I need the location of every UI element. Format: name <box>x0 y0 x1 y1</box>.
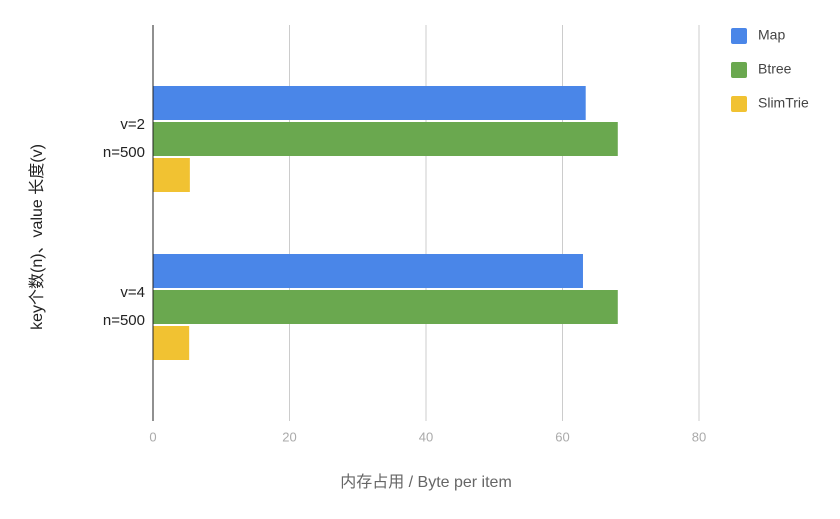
x-tick-label: 60 <box>555 429 569 444</box>
category-line: v=2 <box>120 116 145 133</box>
legend-label: Map <box>758 27 785 43</box>
legend-label: SlimTrie <box>758 95 809 111</box>
bar <box>153 158 190 192</box>
x-axis-title: 内存占用 / Byte per item <box>340 473 512 491</box>
bar <box>153 290 618 324</box>
x-tick-label: 80 <box>692 429 706 444</box>
y-tick-label: v=4 n=500 <box>103 284 145 329</box>
y-tick-label: v=2 n=500 <box>103 116 145 161</box>
bar <box>153 122 618 156</box>
x-tick-label: 20 <box>282 429 296 444</box>
legend-swatch <box>731 28 747 44</box>
legend-label: Btree <box>758 61 792 77</box>
y-axis-title: key个数(n)、value 长度(v) <box>28 144 46 330</box>
legend-swatch <box>731 62 747 78</box>
category-line: n=500 <box>103 144 145 161</box>
category-line: n=500 <box>103 312 145 329</box>
x-tick-label: 0 <box>149 429 156 444</box>
bar <box>153 86 586 120</box>
legend-swatch <box>731 96 747 112</box>
category-line: v=4 <box>120 284 145 301</box>
bar <box>153 254 583 288</box>
x-tick-label: 40 <box>419 429 433 444</box>
bar <box>153 326 190 360</box>
